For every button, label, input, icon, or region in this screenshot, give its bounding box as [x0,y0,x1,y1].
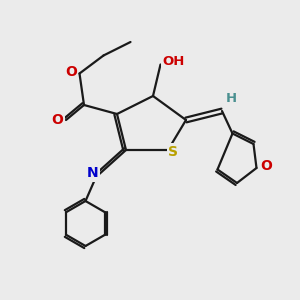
Text: O: O [65,65,77,79]
Text: O: O [260,160,272,173]
Text: S: S [168,145,178,158]
Text: N: N [87,167,99,180]
Text: O: O [52,113,64,127]
Text: OH: OH [162,55,184,68]
Text: H: H [226,92,237,105]
